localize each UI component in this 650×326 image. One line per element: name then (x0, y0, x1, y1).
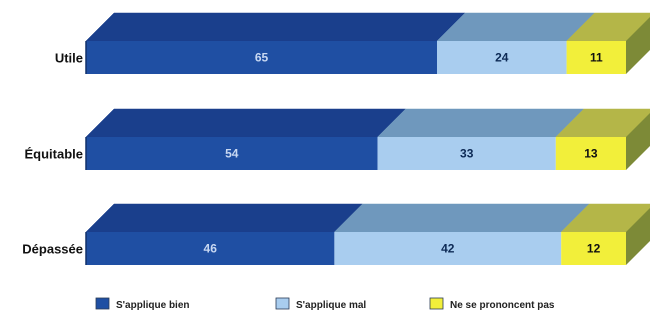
bars-layer (85, 12, 650, 265)
bar-0-1 (437, 41, 567, 74)
legend-label-0: S'applique bien (116, 300, 190, 311)
bar-1-0 (86, 137, 378, 170)
data-label-2-1: 42 (441, 242, 455, 256)
legend-item-2: Ne se prononcent pas (429, 297, 555, 311)
data-label-2-0: 46 (204, 242, 218, 256)
data-label-1-2: 13 (584, 147, 598, 161)
legend-item-1: S'applique mal (275, 297, 366, 311)
legend-swatch-1 (275, 297, 290, 310)
legend-label-1: S'applique mal (296, 300, 366, 311)
bar-2-1 (334, 232, 562, 265)
bar-0-0 (86, 41, 437, 74)
data-label-1-1: 33 (460, 147, 474, 161)
bar-top-2-0 (85, 203, 364, 233)
bar-side-0 (626, 17, 650, 74)
bar-top-0-0 (85, 12, 466, 42)
legend-item-0: S'applique bien (95, 297, 190, 311)
bar-side-1 (626, 113, 650, 170)
data-label-2-2: 12 (587, 242, 601, 256)
bar-1-2 (555, 137, 626, 170)
category-label-0: Utile (55, 51, 83, 66)
data-label-1-0: 54 (225, 147, 239, 161)
legend: S'applique bien S'applique mal Ne se prono… (95, 297, 555, 311)
bar-1-1 (377, 137, 556, 170)
category-label-2: Dépassée (22, 242, 83, 257)
bar-0-2 (566, 41, 626, 74)
bar-top-1-1 (376, 108, 585, 138)
data-label-0-0: 65 (255, 51, 269, 65)
legend-label-2: Ne se prononcent pas (450, 300, 555, 311)
legend-swatch-2 (429, 297, 444, 310)
legend-swatch-0 (95, 297, 110, 310)
bar-top-2-1 (333, 203, 590, 233)
bar-top-1-0 (85, 108, 407, 138)
bar-2-2 (561, 232, 626, 265)
data-label-0-1: 24 (495, 51, 509, 65)
bar-2-0 (86, 232, 335, 265)
data-label-0-2: 11 (590, 51, 603, 65)
category-label-1: Équitable (24, 147, 83, 162)
labels-layer: 65 24 11 Utile 54 33 13 Équitable 46 42 12 Dépassée (22, 51, 603, 257)
bar-side-2 (626, 208, 650, 265)
